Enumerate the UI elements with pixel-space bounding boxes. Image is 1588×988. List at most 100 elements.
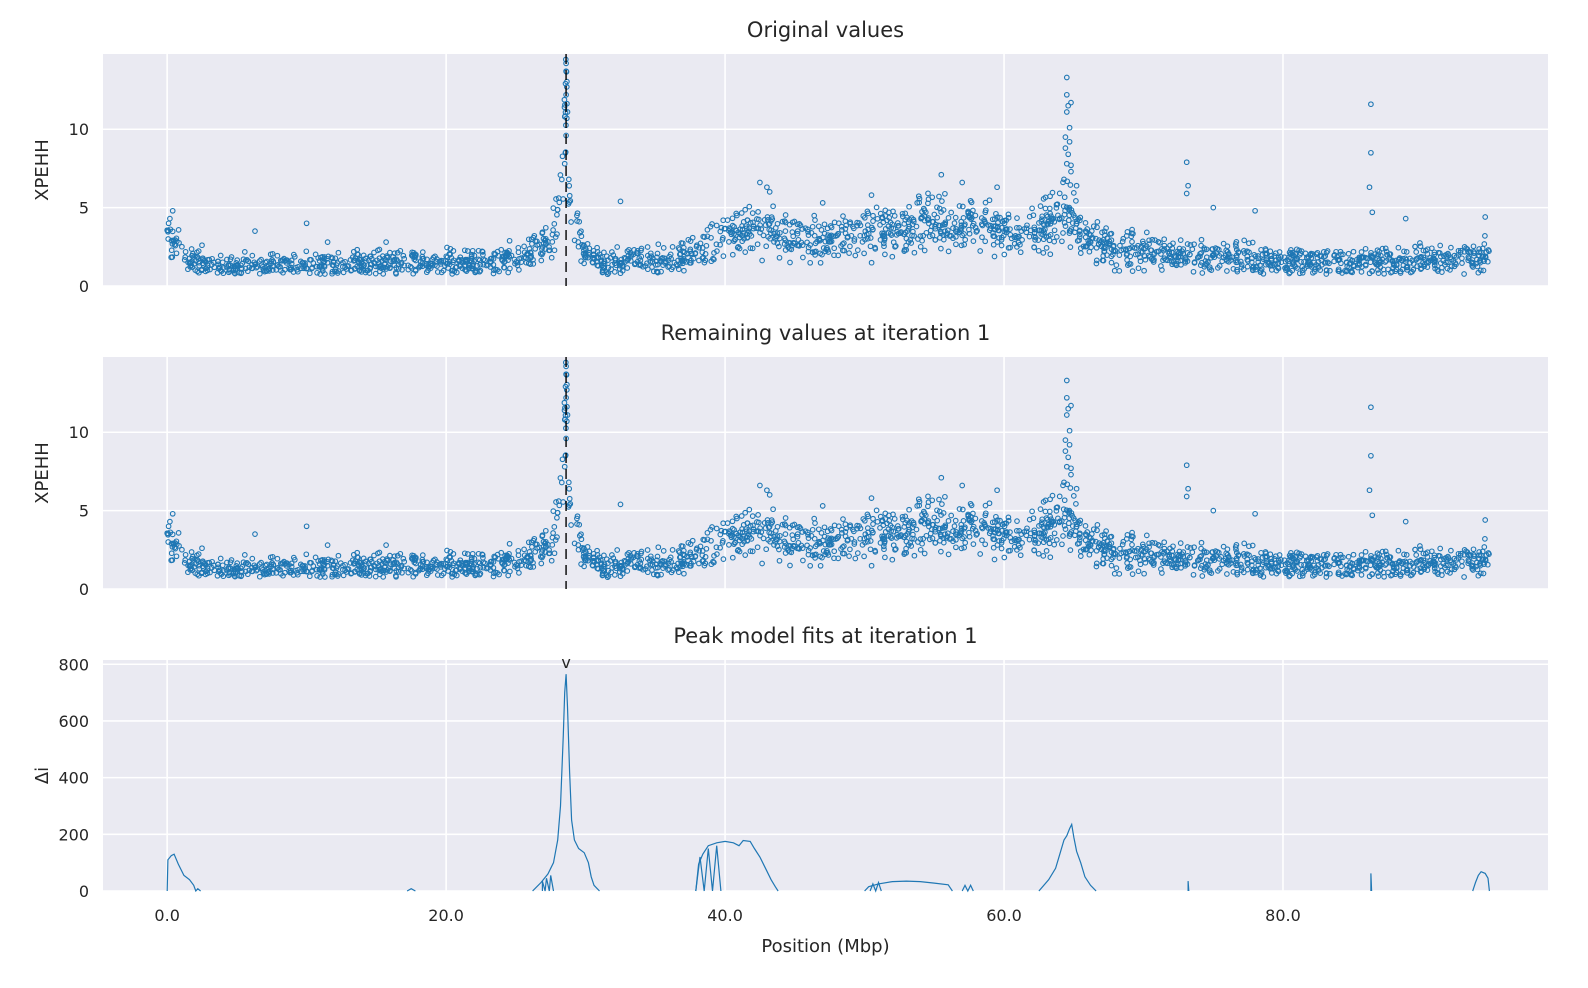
data-point bbox=[372, 270, 379, 277]
x-tick-label: 40.0 bbox=[707, 906, 743, 925]
data-point bbox=[863, 231, 870, 238]
data-point bbox=[952, 214, 959, 221]
data-point bbox=[749, 245, 756, 252]
data-point bbox=[1104, 252, 1110, 258]
data-point bbox=[1244, 263, 1251, 270]
y-axis-label: XPEHH bbox=[32, 442, 53, 504]
data-point bbox=[932, 237, 939, 243]
data-point bbox=[1350, 551, 1357, 558]
data-point bbox=[1356, 254, 1363, 261]
data-point bbox=[711, 250, 717, 256]
data-point bbox=[329, 255, 336, 262]
data-point bbox=[1414, 263, 1421, 269]
data-point bbox=[970, 220, 977, 227]
data-point bbox=[1465, 254, 1472, 260]
data-point bbox=[1434, 266, 1441, 273]
data-point bbox=[1233, 546, 1239, 553]
data-point bbox=[939, 222, 946, 228]
data-point bbox=[574, 212, 580, 219]
data-point bbox=[1129, 571, 1136, 577]
data-point bbox=[1093, 257, 1100, 264]
data-point bbox=[1296, 270, 1303, 277]
data-point bbox=[1313, 261, 1320, 268]
data-point bbox=[1482, 214, 1489, 220]
data-point bbox=[1275, 264, 1281, 271]
data-point bbox=[601, 258, 608, 265]
data-point bbox=[1161, 255, 1168, 262]
data-point bbox=[717, 228, 724, 235]
x-tick-label: 80.0 bbox=[1265, 906, 1301, 925]
data-point bbox=[962, 539, 969, 546]
data-point bbox=[1232, 241, 1239, 247]
data-point bbox=[1157, 239, 1163, 246]
data-point bbox=[290, 251, 297, 258]
data-point bbox=[1249, 266, 1256, 273]
data-point bbox=[1029, 508, 1035, 515]
data-point bbox=[1362, 261, 1369, 268]
data-point bbox=[1230, 266, 1237, 272]
data-point bbox=[1110, 243, 1117, 250]
data-point bbox=[604, 271, 611, 278]
data-point bbox=[649, 258, 656, 265]
data-point bbox=[728, 231, 735, 238]
data-point bbox=[877, 237, 884, 243]
data-point bbox=[1037, 203, 1044, 209]
data-point bbox=[938, 245, 944, 252]
data-point bbox=[991, 253, 998, 260]
data-point bbox=[1209, 246, 1216, 252]
data-point bbox=[349, 254, 356, 261]
data-point bbox=[1031, 229, 1038, 236]
data-point bbox=[692, 250, 699, 256]
data-point bbox=[719, 236, 726, 243]
data-point bbox=[566, 495, 573, 502]
data-point bbox=[309, 265, 315, 272]
data-point bbox=[746, 231, 753, 237]
data-point bbox=[1070, 493, 1077, 499]
data-point bbox=[1159, 267, 1165, 273]
data-point bbox=[909, 232, 915, 239]
data-point bbox=[1080, 243, 1087, 250]
data-point bbox=[563, 115, 570, 122]
data-point bbox=[599, 267, 606, 273]
data-point bbox=[649, 561, 656, 568]
data-point bbox=[1103, 528, 1109, 534]
data-point bbox=[840, 213, 846, 219]
data-point bbox=[521, 249, 528, 256]
data-point bbox=[626, 246, 632, 253]
data-point bbox=[324, 255, 331, 262]
data-point bbox=[774, 220, 781, 227]
data-point bbox=[1283, 264, 1290, 271]
data-point bbox=[521, 243, 527, 250]
data-point bbox=[1100, 236, 1107, 243]
data-point bbox=[956, 203, 963, 209]
data-point bbox=[1186, 251, 1193, 258]
data-point bbox=[934, 517, 941, 524]
series-line bbox=[1370, 873, 1373, 892]
data-point bbox=[1351, 263, 1357, 270]
data-point bbox=[859, 239, 866, 245]
data-point bbox=[400, 252, 407, 259]
data-point bbox=[1086, 248, 1093, 255]
data-point bbox=[391, 257, 397, 264]
data-point bbox=[584, 241, 591, 247]
x-tick-label: 60.0 bbox=[986, 906, 1022, 925]
data-point bbox=[542, 527, 549, 534]
data-point bbox=[931, 211, 938, 218]
data-point bbox=[1234, 268, 1241, 275]
data-point bbox=[978, 215, 985, 221]
data-point bbox=[1007, 529, 1013, 535]
data-point bbox=[1062, 145, 1069, 151]
data-point bbox=[644, 266, 651, 273]
data-point bbox=[1344, 263, 1351, 270]
data-point bbox=[1059, 238, 1065, 245]
data-point bbox=[260, 267, 267, 274]
data-point bbox=[179, 243, 185, 250]
data-point bbox=[1311, 268, 1318, 275]
data-point bbox=[653, 258, 660, 265]
data-point bbox=[755, 216, 762, 223]
data-point bbox=[653, 268, 660, 275]
data-point bbox=[1413, 257, 1419, 263]
data-point bbox=[1166, 250, 1172, 257]
data-point bbox=[782, 212, 789, 218]
data-point bbox=[973, 229, 980, 235]
